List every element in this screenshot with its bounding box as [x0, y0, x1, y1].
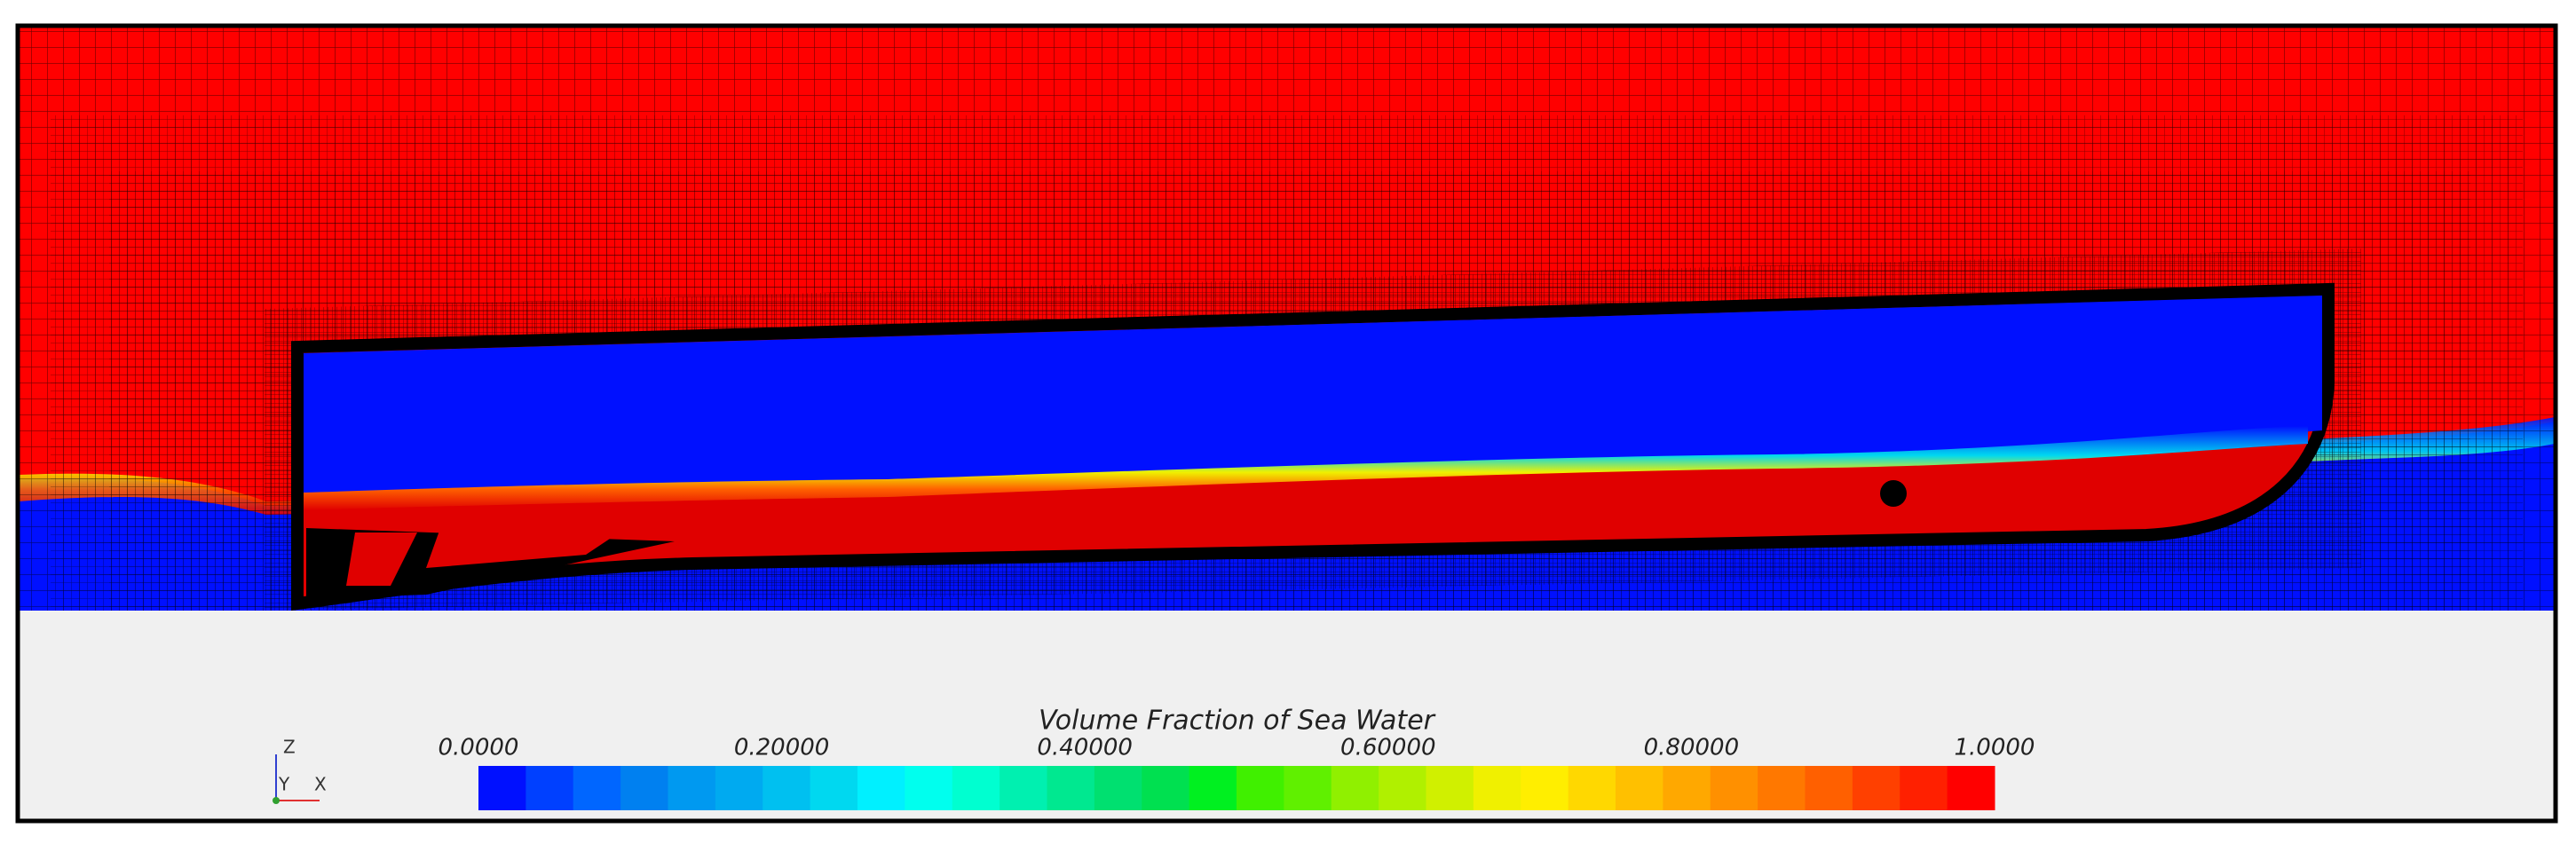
- tick-label: 0.20000: [734, 735, 830, 761]
- color-swatch: [1000, 766, 1047, 810]
- color-swatch: [1521, 766, 1569, 810]
- colorbar: 0.0000 0.20000 0.40000 0.60000 0.80000 1.0000: [439, 735, 2035, 810]
- color-swatch: [1852, 766, 1900, 810]
- color-swatch: [857, 766, 905, 810]
- color-swatch: [1237, 766, 1284, 810]
- color-swatch: [1758, 766, 1806, 810]
- color-swatch: [1094, 766, 1142, 810]
- y-axis: [273, 797, 280, 804]
- simulation-view: [19, 27, 2555, 611]
- color-swatch: [1284, 766, 1332, 810]
- color-swatch: [810, 766, 858, 810]
- color-swatch: [1189, 766, 1237, 810]
- color-swatch: [620, 766, 668, 810]
- color-swatch: [1663, 766, 1711, 810]
- y-label: Y: [278, 774, 290, 795]
- color-swatch: [478, 766, 526, 810]
- tick-label: 0.60000: [1340, 735, 1436, 761]
- color-swatch: [1331, 766, 1379, 810]
- color-swatch: [1710, 766, 1758, 810]
- color-swatch: [1805, 766, 1853, 810]
- color-swatch: [1900, 766, 1948, 810]
- color-swatch: [952, 766, 1000, 810]
- color-swatch: [1616, 766, 1663, 810]
- x-label: X: [314, 774, 327, 795]
- tick-label: 1.0000: [1955, 735, 2035, 761]
- tick-label: 0.0000: [439, 735, 519, 761]
- color-swatch: [573, 766, 621, 810]
- color-swatch: [1947, 766, 1995, 810]
- color-swatch: [1568, 766, 1616, 810]
- axes-triad: Z Y X: [273, 737, 327, 804]
- color-swatch: [525, 766, 574, 810]
- frame: [15, 23, 2558, 824]
- color-swatch: [763, 766, 811, 810]
- color-swatch: [668, 766, 716, 810]
- color-swatch: [1142, 766, 1190, 810]
- color-swatch: [1379, 766, 1426, 810]
- color-swatch: [1473, 766, 1521, 810]
- colorbar-title: Volume Fraction of Sea Water: [1039, 706, 1436, 737]
- color-swatch: [715, 766, 763, 810]
- z-label: Z: [283, 737, 296, 758]
- tick-label: 0.40000: [1037, 735, 1133, 761]
- color-swatch: [1426, 766, 1474, 810]
- color-swatch: [1047, 766, 1095, 810]
- tick-label: 0.80000: [1644, 735, 1740, 761]
- color-swatch: [905, 766, 953, 810]
